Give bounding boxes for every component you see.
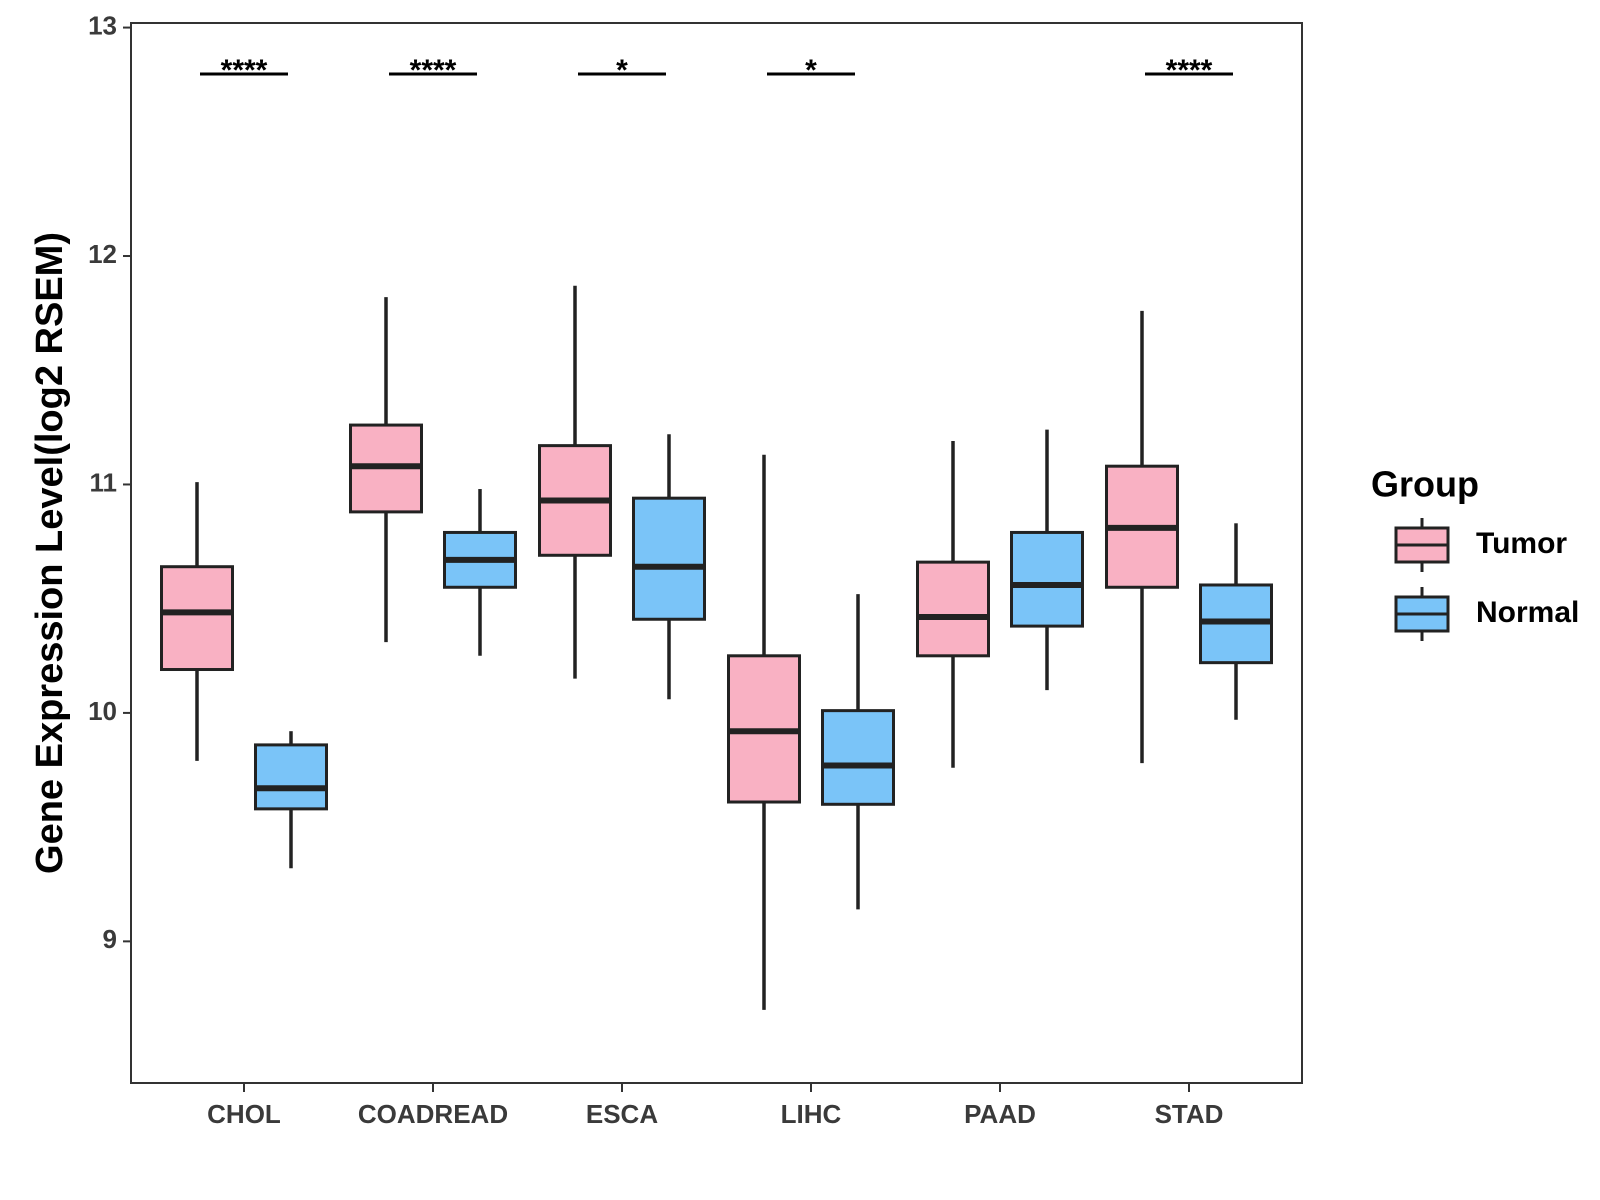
box-normal-LIHC (821, 594, 895, 910)
y-tick-label-10: 10 (88, 696, 117, 726)
box-iqr (821, 709, 895, 806)
box-iqr (916, 560, 990, 658)
x-tick-label-ESCA: ESCA (586, 1099, 658, 1129)
sig-label-ESCA: * (616, 54, 628, 87)
y-axis: 9 10 11 12 13 (88, 10, 131, 954)
box-tumor-ESCA (538, 285, 612, 679)
box-iqr (1010, 530, 1084, 628)
y-tick-label-11: 11 (90, 467, 118, 497)
box-tumor-LIHC (727, 454, 801, 1010)
legend-key-tumor (1394, 518, 1450, 572)
legend-label-normal: Normal (1476, 596, 1579, 629)
y-tick-label-13: 13 (88, 10, 117, 40)
significance-annotations: **** **** * * **** (200, 54, 1233, 87)
sig-label-CHOL: **** (221, 54, 268, 87)
box-tumor-COADREAD (349, 297, 423, 643)
legend-label-tumor: Tumor (1476, 527, 1567, 560)
legend: Group Tumor Normal (1371, 464, 1579, 641)
box-normal-COADREAD (443, 489, 517, 656)
x-tick-label-COADREAD: COADREAD (358, 1099, 508, 1129)
sig-label-LIHC: * (805, 54, 817, 87)
box-tumor-CHOL (160, 482, 234, 761)
x-tick-label-STAD: STAD (1155, 1099, 1224, 1129)
box-iqr (632, 496, 706, 621)
box-normal-CHOL (254, 731, 328, 869)
legend-key-normal (1394, 587, 1450, 641)
y-tick-label-12: 12 (88, 239, 117, 269)
box-tumor-PAAD (916, 441, 990, 768)
box-iqr (160, 565, 234, 672)
x-tick-label-PAAD: PAAD (964, 1099, 1036, 1129)
box-series (160, 285, 1273, 1010)
y-tick-label-9: 9 (103, 924, 117, 954)
box-tumor-STAD (1105, 310, 1179, 764)
box-normal-STAD (1199, 523, 1273, 720)
x-tick-label-LIHC: LIHC (781, 1099, 842, 1129)
sig-label-COADREAD: **** (410, 54, 457, 87)
legend-title: Group (1371, 464, 1479, 505)
x-tick-label-CHOL: CHOL (207, 1099, 281, 1129)
sig-label-STAD: **** (1166, 54, 1213, 87)
y-axis-title: Gene Expression Level(log2 RSEM) (29, 232, 71, 874)
box-normal-PAAD (1010, 429, 1084, 691)
x-axis: CHOL COADREAD ESCA LIHC PAAD STAD (207, 1083, 1223, 1129)
box-normal-ESCA (632, 434, 706, 700)
box-iqr (254, 743, 328, 811)
